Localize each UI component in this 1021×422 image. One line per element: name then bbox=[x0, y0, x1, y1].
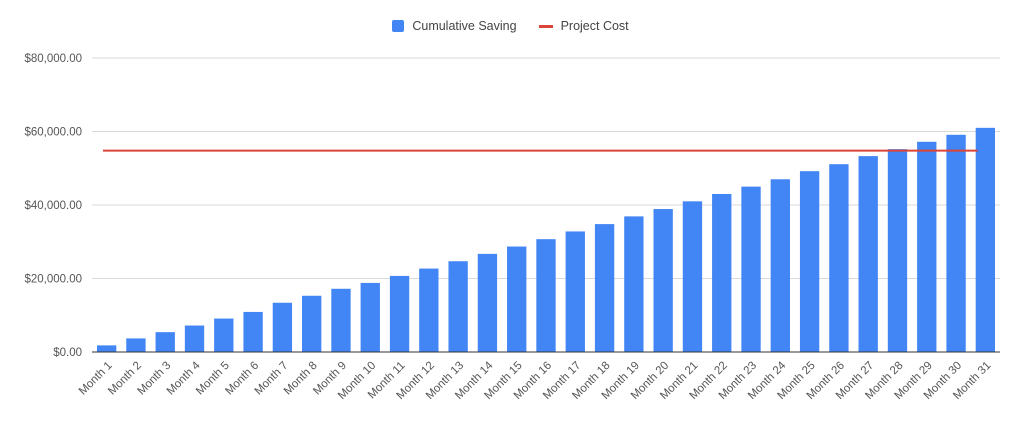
bar[interactable] bbox=[155, 332, 175, 352]
bar[interactable] bbox=[331, 288, 351, 352]
bar[interactable] bbox=[536, 239, 556, 352]
legend-swatch-bar bbox=[392, 20, 405, 32]
bar[interactable] bbox=[770, 179, 790, 352]
y-tick-label: $40,000.00 bbox=[24, 200, 82, 212]
bar[interactable] bbox=[507, 246, 527, 352]
bar[interactable] bbox=[624, 216, 644, 352]
y-tick-label: $20,000.00 bbox=[24, 274, 82, 286]
bar[interactable] bbox=[419, 268, 439, 352]
bar[interactable] bbox=[594, 224, 615, 352]
bar[interactable] bbox=[243, 311, 263, 352]
bar[interactable] bbox=[360, 282, 380, 352]
bar[interactable] bbox=[565, 231, 585, 352]
bar[interactable] bbox=[829, 164, 849, 352]
legend-label-project-cost: Project Cost bbox=[560, 19, 629, 33]
legend-label-cumulative-saving: Cumulative Saving bbox=[412, 19, 517, 33]
bar[interactable] bbox=[214, 318, 234, 352]
bar[interactable] bbox=[184, 325, 205, 352]
bar[interactable] bbox=[858, 156, 878, 352]
bar[interactable] bbox=[946, 134, 966, 352]
bar[interactable] bbox=[887, 149, 908, 352]
bar[interactable] bbox=[712, 193, 732, 352]
y-tick-label: $80,000.00 bbox=[24, 53, 82, 65]
legend-item-cumulative-saving[interactable]: Cumulative Saving bbox=[392, 19, 517, 33]
bar[interactable] bbox=[682, 201, 703, 352]
bar[interactable] bbox=[917, 141, 937, 352]
bar[interactable] bbox=[799, 171, 820, 352]
bar[interactable] bbox=[126, 338, 146, 352]
bar[interactable] bbox=[477, 253, 498, 352]
bar[interactable] bbox=[975, 127, 996, 352]
bar[interactable] bbox=[389, 275, 410, 352]
legend-swatch-line bbox=[538, 24, 553, 28]
bar-layer bbox=[96, 127, 996, 352]
bar[interactable] bbox=[302, 295, 322, 352]
legend: Cumulative Saving Project Cost bbox=[0, 19, 1021, 33]
y-tick-label: $0.00 bbox=[53, 347, 82, 359]
bar[interactable] bbox=[653, 209, 673, 352]
bar[interactable] bbox=[272, 302, 293, 352]
y-tick-label: $60,000.00 bbox=[24, 127, 82, 139]
bar[interactable] bbox=[741, 186, 761, 352]
bar[interactable] bbox=[448, 261, 468, 352]
bar[interactable] bbox=[96, 345, 117, 352]
legend-item-project-cost[interactable]: Project Cost bbox=[538, 19, 629, 33]
